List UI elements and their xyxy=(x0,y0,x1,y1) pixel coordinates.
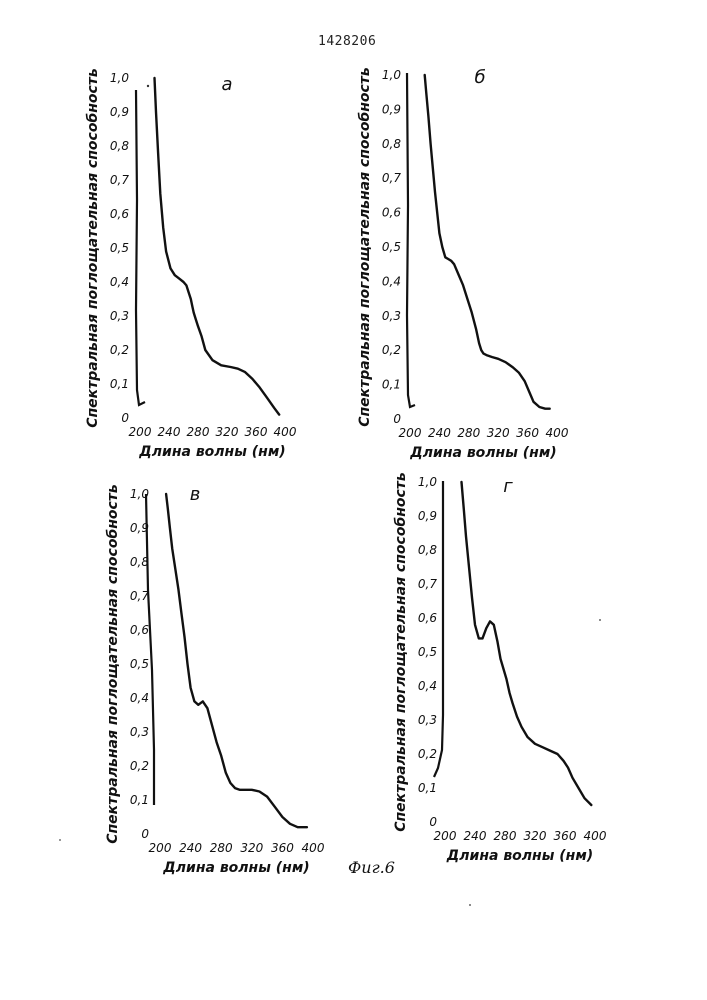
x-tick-label: 360 xyxy=(516,426,539,440)
absorbance-curve xyxy=(462,482,592,805)
y-tick-label: 0,5 xyxy=(110,241,129,255)
y-tick-label: 0,3 xyxy=(382,309,401,323)
absorbance-curve xyxy=(155,78,280,415)
y-tick-label: 0,8 xyxy=(418,543,437,557)
y-axis-label: Спектральная поглощательная способность xyxy=(105,484,121,844)
x-tick-label: 320 xyxy=(487,426,510,440)
y-tick-label: 0 xyxy=(141,827,149,841)
x-tick-label: 240 xyxy=(464,829,487,843)
chart-panel-g: 0 0,1 0,2 0,3 0,4 0,5 0,6 0,7 0,8 0,9 1,0 200 240 280… xyxy=(365,465,605,875)
x-axis-label: Длина волны (нм) xyxy=(138,444,285,460)
x-tick-label: 200 xyxy=(434,829,457,843)
y-tick-label: 0,3 xyxy=(130,725,149,739)
x-tick-label: 400 xyxy=(546,426,569,440)
x-tick-label: 320 xyxy=(240,841,263,855)
x-tick-label: 360 xyxy=(271,841,294,855)
chart-panel-a: 0 0,1 0,2 0,3 0,4 0,5 0,6 0,7 0,8 0,9 1,0 200 240 280… xyxy=(70,60,310,470)
y-tick-label: 0,7 xyxy=(418,577,437,591)
y-tick-label: 0,5 xyxy=(382,240,401,254)
y-tick-label: 0,9 xyxy=(110,105,129,119)
y-tick-label: 1,0 xyxy=(418,475,437,489)
x-tick-label: 200 xyxy=(149,841,172,855)
y-tick-label: 0 xyxy=(429,815,437,829)
x-tick-label: 320 xyxy=(524,829,547,843)
x-tick-label: 280 xyxy=(494,829,517,843)
y-axis-label: Спектральная поглощательная способность xyxy=(85,68,101,428)
y-tick-label: 0,7 xyxy=(382,171,401,185)
x-axis-label: Длина волны (нм) xyxy=(162,860,309,876)
y-tick-label: 0,2 xyxy=(418,747,437,761)
absorbance-curve xyxy=(425,75,550,409)
y-tick-label: 0,2 xyxy=(130,759,149,773)
y-tick-label: 0,7 xyxy=(110,173,129,187)
y-tick-label: 0,4 xyxy=(110,275,129,289)
x-tick-label: 280 xyxy=(187,425,210,439)
x-tick-label: 360 xyxy=(554,829,577,843)
y-tick-label: 0,5 xyxy=(130,657,149,671)
y-tick-label: 0,9 xyxy=(418,509,437,523)
y-tick-label: 0,9 xyxy=(382,102,401,116)
y-tick-label: 0,4 xyxy=(130,691,149,705)
y-tick-label: 1,0 xyxy=(382,68,401,82)
x-tick-label: 360 xyxy=(245,425,268,439)
panel-letter: в xyxy=(190,484,201,505)
left-trace-line xyxy=(434,481,443,777)
chart-panel-b: 0 0,1 0,2 0,3 0,4 0,5 0,6 0,7 0,8 0,9 1,0 200 240 280… xyxy=(345,55,585,465)
y-tick-label: 0,1 xyxy=(130,793,149,807)
y-tick-label: 0,5 xyxy=(418,645,437,659)
x-tick-label: 400 xyxy=(274,425,297,439)
y-tick-label: 0 xyxy=(121,411,129,425)
x-tick-label: 400 xyxy=(584,829,607,843)
y-tick-label: 0,4 xyxy=(382,274,401,288)
y-tick-label: 0,6 xyxy=(418,611,437,625)
y-tick-label: 0,7 xyxy=(130,589,149,603)
x-tick-label: 280 xyxy=(457,426,480,440)
y-tick-label: 0,1 xyxy=(110,377,129,391)
y-tick-label: 0,8 xyxy=(110,139,129,153)
y-tick-label: 0,6 xyxy=(382,206,401,220)
panel-letter: г xyxy=(503,476,513,497)
y-tick-label: 1,0 xyxy=(110,71,129,85)
x-tick-label: 240 xyxy=(428,426,451,440)
x-tick-label: 240 xyxy=(158,425,181,439)
y-tick-label: 0,2 xyxy=(382,343,401,357)
left-trace-line xyxy=(407,73,415,407)
x-tick-label: 320 xyxy=(216,425,239,439)
chart-panel-v: 00,10,20,30,40,50,60,70,80,91,0200240280… xyxy=(95,470,335,880)
y-tick-label: 0,1 xyxy=(418,781,437,795)
y-tick-label: 0,3 xyxy=(418,713,437,727)
panel-letter: а xyxy=(221,74,232,95)
y-tick-label: 0,1 xyxy=(382,378,401,392)
y-tick-label: 0,2 xyxy=(110,343,129,357)
y-tick-label: 0,4 xyxy=(418,679,437,693)
x-tick-label: 400 xyxy=(302,841,325,855)
left-trace-line xyxy=(136,90,145,405)
y-tick-label: 0,6 xyxy=(110,207,129,221)
y-tick-label: 0 xyxy=(393,412,401,426)
x-axis-label: Длина волны (нм) xyxy=(409,445,556,461)
x-tick-label: 280 xyxy=(210,841,233,855)
x-axis-label: Длина волны (нм) xyxy=(446,848,593,864)
y-tick-label: 0,6 xyxy=(130,623,149,637)
x-tick-label: 240 xyxy=(179,841,202,855)
absorbance-curve xyxy=(166,494,307,827)
panel-letter: б xyxy=(474,67,485,88)
y-axis-label: Спектральная поглощательная способность xyxy=(393,472,409,832)
y-tick-label: 0,3 xyxy=(110,309,129,323)
y-tick-label: 0,8 xyxy=(382,137,401,151)
y-axis-label: Спектральная поглощательная способность xyxy=(357,67,373,427)
x-tick-label: 200 xyxy=(129,425,152,439)
x-tick-label: 200 xyxy=(399,426,422,440)
